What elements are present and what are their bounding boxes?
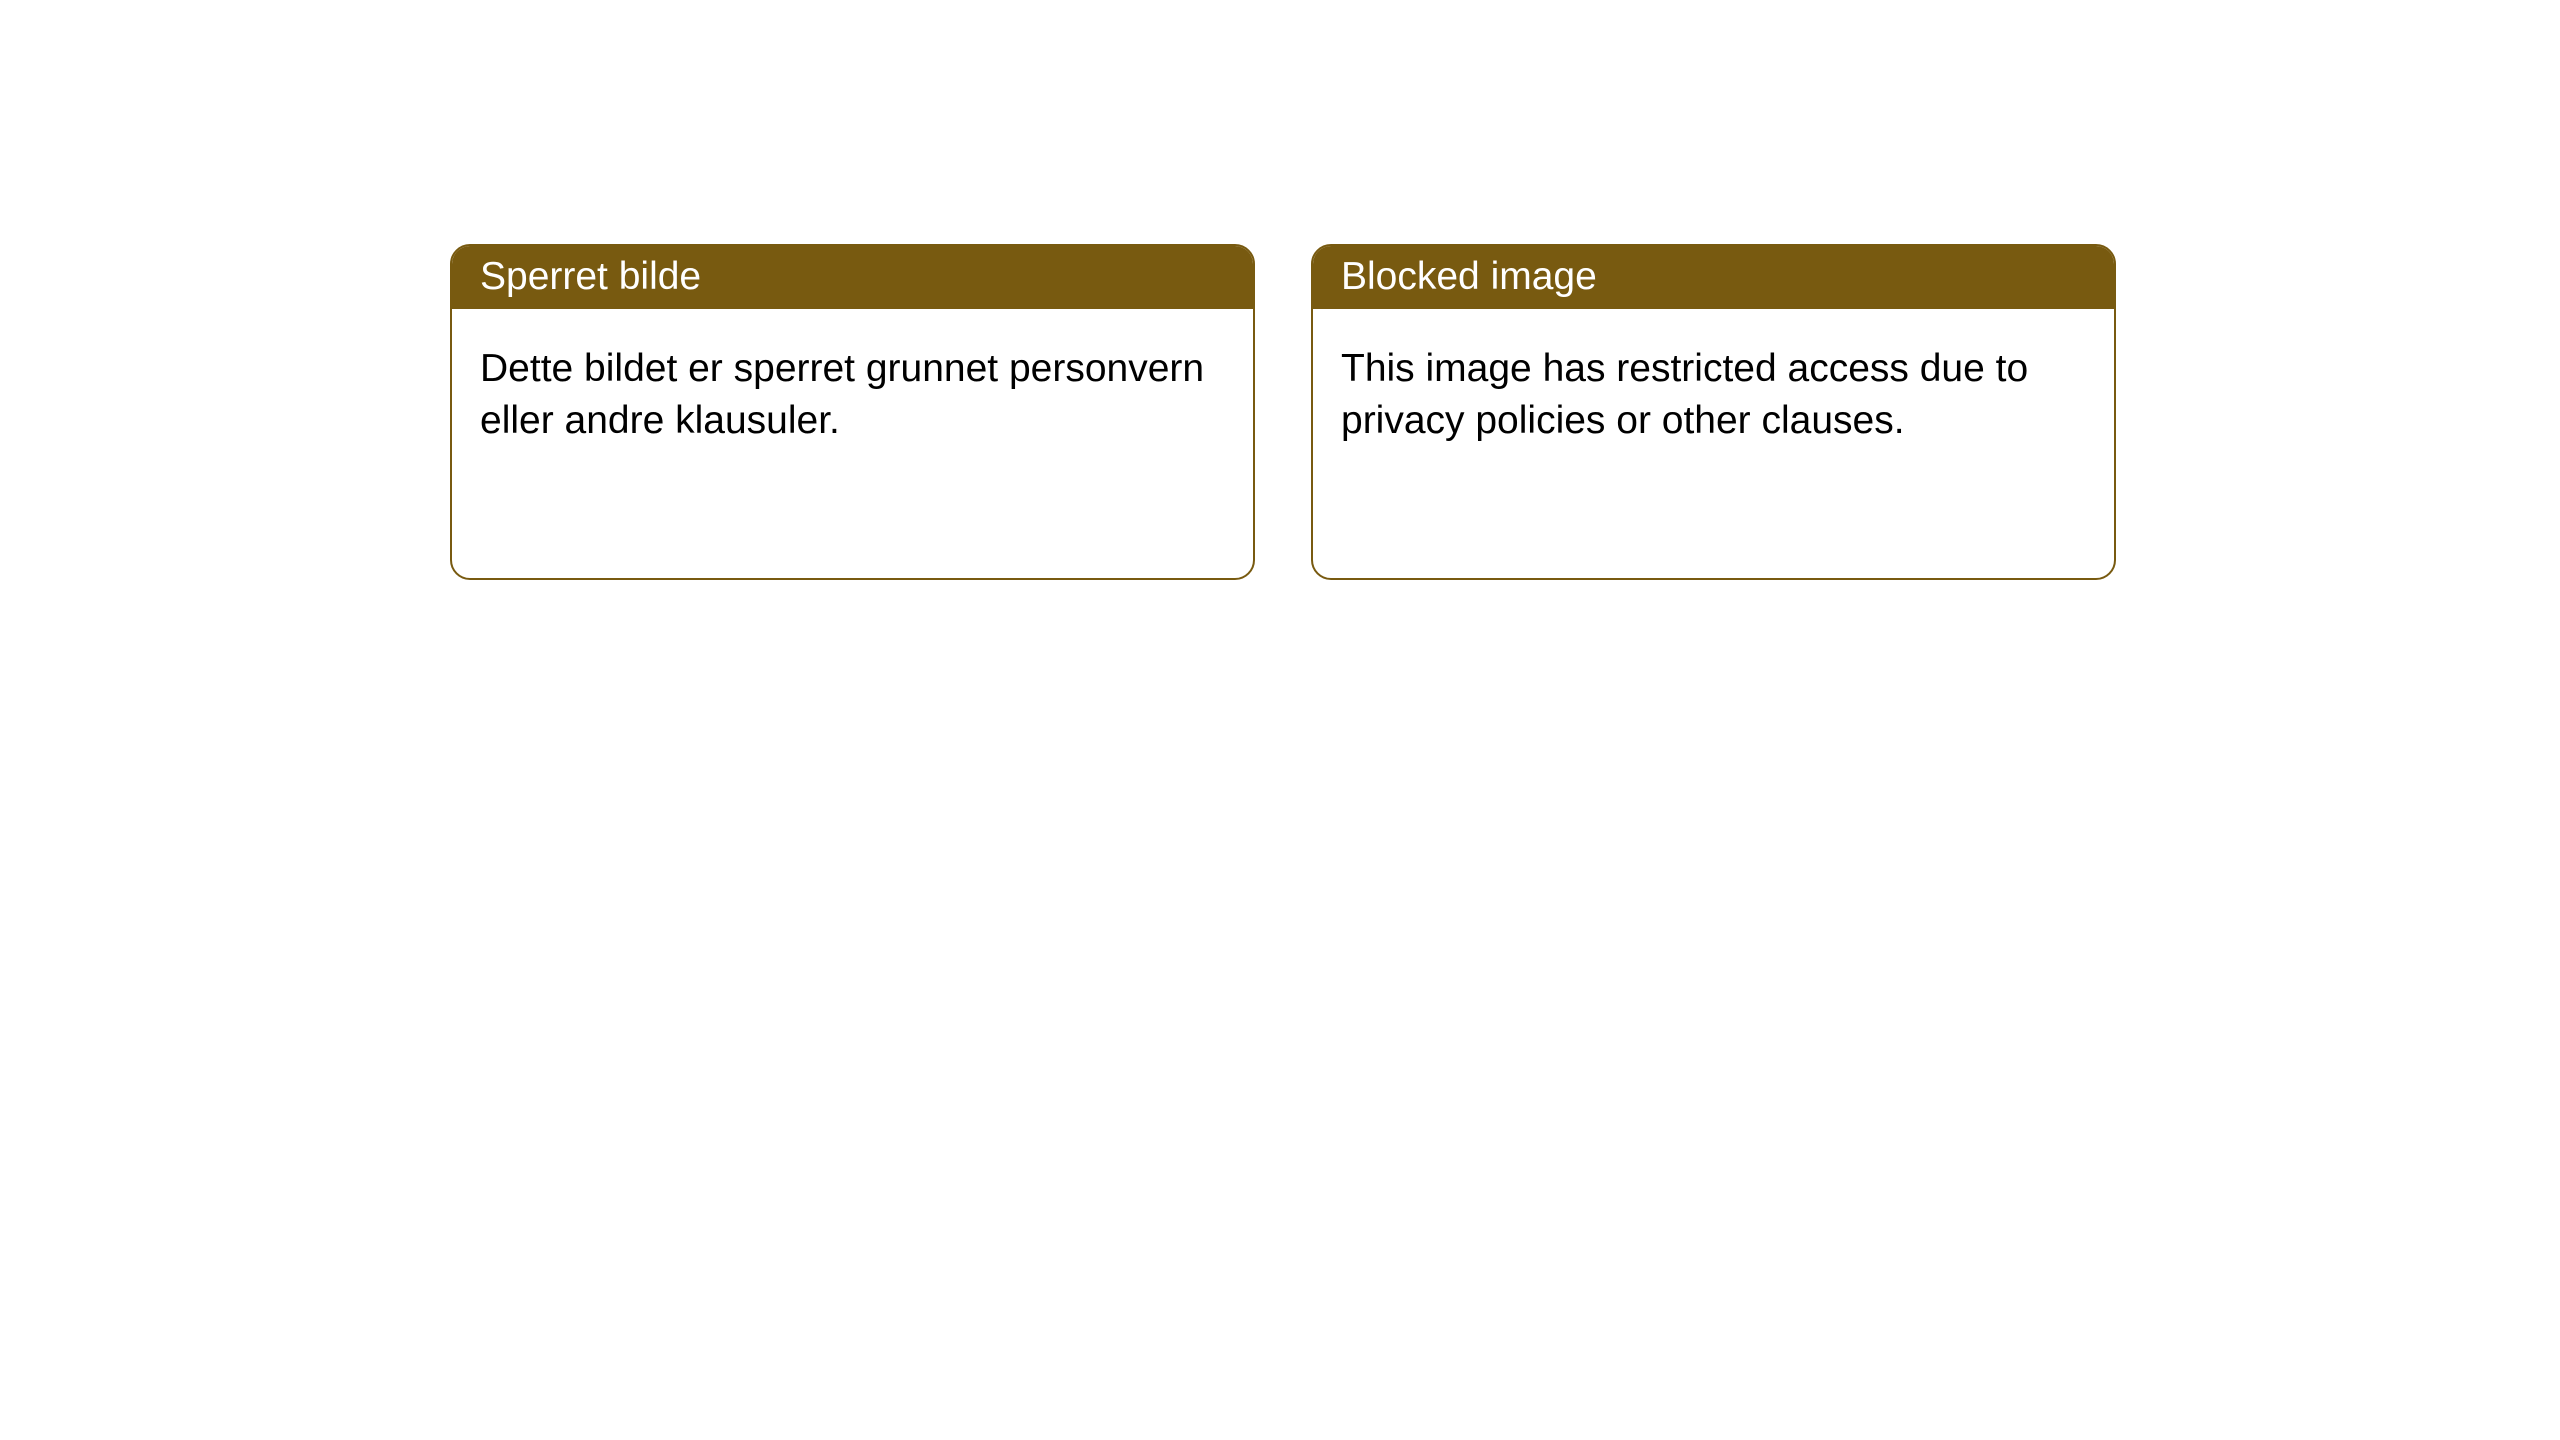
- notice-title: Blocked image: [1313, 246, 2114, 309]
- notice-title: Sperret bilde: [452, 246, 1253, 309]
- notice-body: This image has restricted access due to …: [1313, 309, 2114, 481]
- notice-container: Sperret bilde Dette bildet er sperret gr…: [0, 0, 2560, 580]
- notice-card-norwegian: Sperret bilde Dette bildet er sperret gr…: [450, 244, 1255, 580]
- notice-body: Dette bildet er sperret grunnet personve…: [452, 309, 1253, 481]
- notice-card-english: Blocked image This image has restricted …: [1311, 244, 2116, 580]
